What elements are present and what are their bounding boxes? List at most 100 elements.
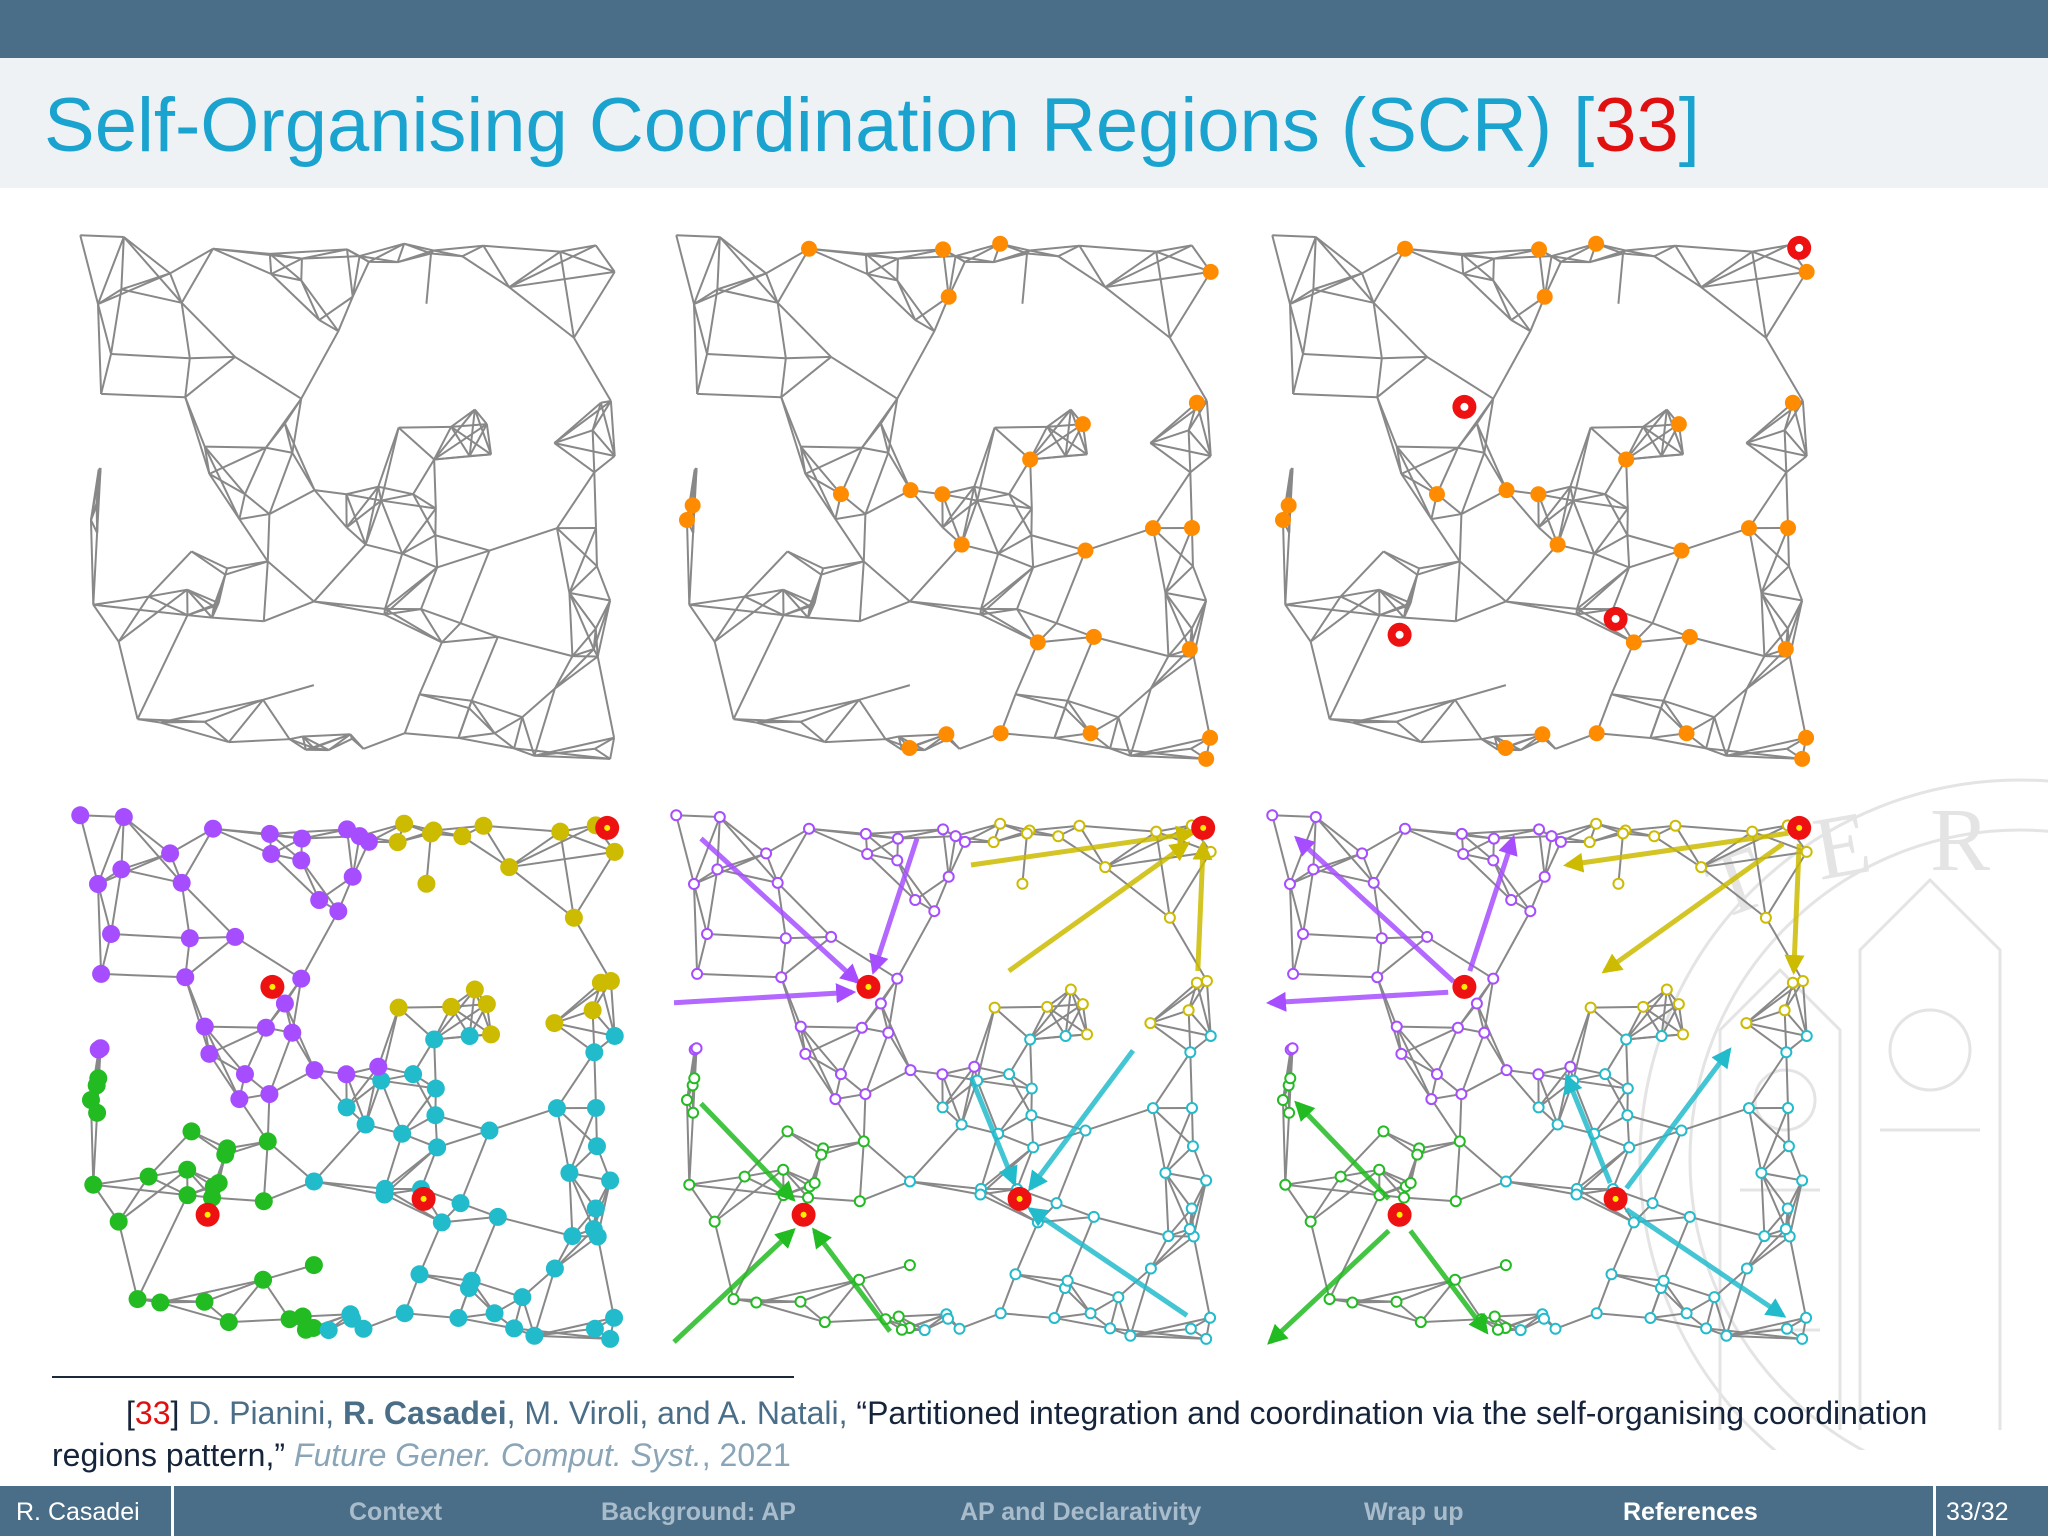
candidate-node [1085, 628, 1102, 645]
region-node [482, 1025, 501, 1044]
edge [780, 936, 832, 978]
edge [568, 1172, 595, 1230]
title-reference-link[interactable]: 33 [1594, 83, 1679, 168]
edge [1312, 236, 1317, 290]
edge [79, 235, 99, 305]
edge [1150, 1009, 1189, 1025]
edge [594, 527, 598, 567]
nav-context[interactable]: Context [349, 1498, 443, 1526]
nav-ap-declarativity[interactable]: AP and Declarativity [960, 1498, 1202, 1526]
edge [1192, 656, 1212, 738]
region-node [918, 1324, 931, 1337]
title-bar [0, 58, 2048, 188]
edge [404, 732, 459, 739]
region-node [1395, 1047, 1408, 1060]
edge [861, 398, 899, 449]
region-node [1266, 809, 1279, 822]
region-node [808, 1177, 821, 1190]
network-panel-candidate-leaders [675, 234, 1219, 767]
region-node [1150, 825, 1163, 838]
edge [1396, 1278, 1456, 1303]
edge [349, 733, 353, 740]
region-node [372, 1071, 391, 1090]
edge [262, 684, 315, 701]
citation-number[interactable]: 33 [134, 1395, 171, 1431]
edge [1054, 1316, 1111, 1330]
candidate-node [935, 241, 952, 258]
edge [1029, 1003, 1084, 1041]
edge [864, 489, 912, 515]
region-node [687, 878, 700, 891]
region-node [1059, 1030, 1072, 1043]
flow-arrow [672, 1227, 796, 1344]
region-node [1780, 1046, 1793, 1059]
edge [508, 830, 561, 869]
edge [1008, 493, 1033, 510]
edge [110, 352, 190, 360]
edge [1376, 976, 1403, 1055]
nav-references[interactable]: References [1623, 1498, 1758, 1526]
edge [1187, 429, 1212, 457]
region-node [203, 1188, 222, 1207]
edge [289, 735, 303, 741]
region-node [1190, 976, 1203, 989]
edge [1662, 636, 1691, 702]
edge [1030, 535, 1035, 568]
edge [973, 1007, 996, 1068]
edge [377, 486, 383, 501]
edge [147, 550, 193, 598]
edge [1067, 699, 1119, 719]
edge [1064, 700, 1069, 709]
edge [800, 445, 842, 495]
edge [1746, 1235, 1766, 1269]
region-node [296, 1320, 315, 1339]
edge [383, 1193, 443, 1224]
flow-arrow [1408, 1229, 1489, 1335]
region-node [909, 894, 922, 907]
region-node [1533, 823, 1546, 836]
edge [1372, 302, 1383, 359]
region-node [936, 1101, 949, 1114]
edge [1046, 408, 1072, 428]
edge [1612, 567, 1631, 610]
edge [834, 1098, 865, 1142]
nav-wrap-up[interactable]: Wrap up [1364, 1498, 1464, 1526]
region-node [1796, 975, 1809, 988]
edge [493, 732, 515, 750]
edge [756, 1278, 860, 1304]
edge [1152, 1051, 1192, 1109]
edge [79, 815, 99, 885]
edge [80, 234, 124, 239]
edge [864, 253, 869, 275]
edge [1625, 459, 1629, 509]
citation-rule [52, 1376, 794, 1378]
edge [594, 244, 616, 273]
region-node [551, 822, 570, 841]
region-node [564, 908, 583, 927]
nav-background-ap[interactable]: Background: AP [601, 1498, 796, 1526]
edge [1436, 1027, 1459, 1075]
edge [346, 485, 379, 496]
edge [1752, 824, 1788, 833]
edge [1483, 398, 1495, 453]
edge [1313, 852, 1363, 871]
edge [1746, 1009, 1785, 1025]
edge [1788, 565, 1804, 601]
edge [318, 319, 339, 333]
region-node [1570, 1188, 1583, 1201]
edge [203, 1025, 246, 1075]
region-node [1637, 1000, 1650, 1013]
edge [482, 245, 511, 288]
edge [743, 550, 789, 598]
edge [824, 1318, 886, 1324]
edge [1726, 1327, 1788, 1337]
edge [262, 1141, 269, 1202]
candidate-node [1074, 416, 1091, 433]
edge [1650, 1316, 1707, 1330]
region-node [1800, 1029, 1813, 1042]
edge [267, 1140, 315, 1183]
region-node [369, 1057, 388, 1076]
edge [346, 493, 382, 502]
region-node [937, 823, 950, 836]
edge [1642, 408, 1668, 428]
